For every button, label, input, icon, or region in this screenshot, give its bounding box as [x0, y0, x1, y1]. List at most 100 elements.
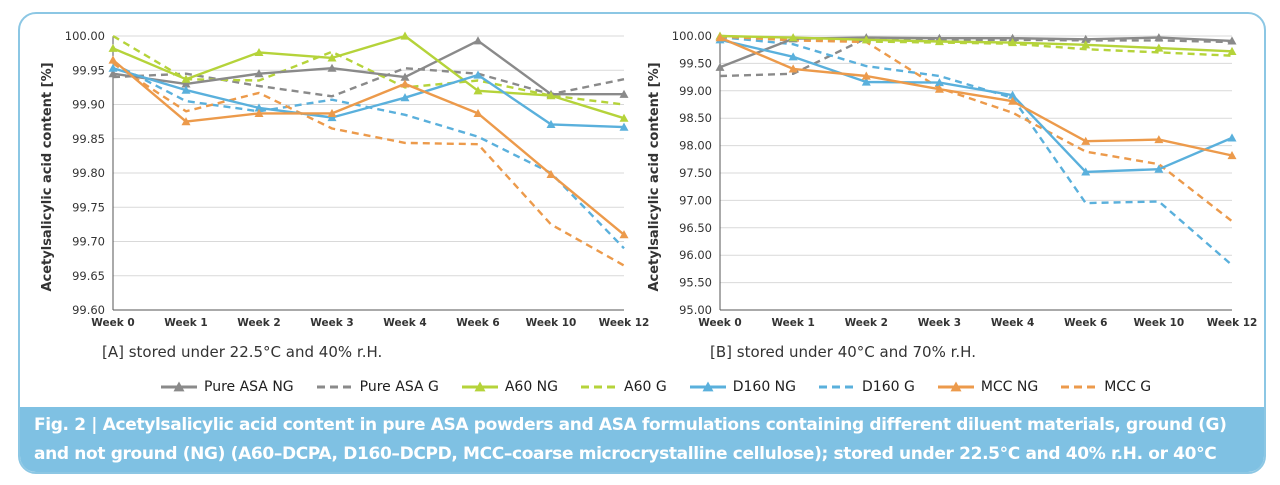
x-tick-label: Week 2: [845, 317, 888, 329]
data-point-d160-ng: [1154, 164, 1164, 173]
series-line-mcc-g: [112, 62, 625, 267]
y-tick-label: 99.70: [72, 235, 105, 249]
x-tick-label: Week 10: [526, 317, 577, 329]
series-line-d160-g: [719, 35, 1233, 267]
y-tick-label: 100.00: [672, 29, 712, 43]
legend-swatch: [161, 381, 197, 392]
charts-canvas: 99.60 99.65 99.70 99.75 99.80 99.85 99.90 99.95…: [40, 29, 1257, 361]
data-point-d160-ng: [473, 70, 483, 79]
data-point-d160-ng: [934, 78, 944, 87]
series-line-a60-ng: [719, 34, 1233, 53]
data-point-mcc-ng: [1081, 136, 1091, 145]
data-point-mcc-ng: [715, 33, 725, 42]
data-point-mcc-ng: [1008, 96, 1018, 105]
data-point-a60-ng: [181, 74, 191, 83]
y-tick-label: 100.00: [65, 29, 105, 43]
x-tick-label: Week 6: [456, 317, 499, 329]
data-point-a60-ng: [861, 35, 871, 44]
series-line-a60-g: [112, 34, 625, 106]
data-point-a60-ng: [108, 43, 118, 52]
x-tick-label: Week 3: [310, 317, 353, 329]
data-point-a60-ng: [473, 86, 483, 95]
series-line-a60-ng: [112, 34, 625, 120]
data-point-d160-ng: [546, 119, 556, 128]
legend-item-d160-ng: D160 NG: [689, 379, 796, 395]
data-point-d160-ng: [1081, 167, 1091, 176]
panel-label: [B] stored under 40°C and 70% r.H.: [710, 343, 976, 361]
x-tick-label: Week 0: [91, 317, 134, 329]
x-tick-label: Week 12: [1207, 317, 1258, 329]
legend-label: Pure ASA G: [359, 379, 439, 395]
data-point-pure-ng: [254, 69, 264, 78]
legend-swatch: [461, 381, 498, 392]
data-point-pure-ng: [108, 69, 118, 78]
data-point-d160-ng: [861, 77, 871, 86]
legend-item-a60-ng: A60 NG: [461, 379, 558, 395]
data-point-pure-ng: [1154, 33, 1164, 42]
y-tick-label: 99.00: [679, 84, 712, 98]
y-tick-label: 98.00: [679, 139, 712, 153]
y-tick-label: 99.85: [72, 132, 105, 146]
data-point-a60-ng: [619, 113, 629, 122]
caption-text: Acetylsalicylic acid content in pure ASA…: [34, 415, 1227, 464]
caption-label: Fig. 2 |: [34, 415, 98, 435]
data-point-a60-ng: [254, 47, 264, 57]
legend-swatch: [937, 381, 974, 392]
data-point-mcc-ng: [400, 79, 410, 88]
x-tick-label: Week 0: [698, 317, 741, 329]
data-point-a60-ng: [400, 31, 410, 40]
data-point-d160-ng: [1227, 133, 1237, 142]
y-tick-label: 96.00: [679, 248, 712, 262]
series-line-mcc-ng: [112, 59, 625, 236]
data-point-pure-ng: [400, 72, 410, 81]
legend: Pure ASA NG Pure ASA G A60 NG A60 G D160 NG D…: [160, 375, 1151, 399]
data-point-mcc-ng: [546, 169, 556, 178]
chart-panel-a: 99.60 99.65 99.70 99.75 99.80 99.85 99.90 99.95…: [40, 29, 649, 361]
series-line-d160-ng: [719, 38, 1233, 174]
x-tick-label: Week 1: [771, 317, 814, 329]
series-line-pure-ng: [112, 39, 624, 96]
legend-swatch: [316, 385, 353, 389]
legend-label: A60 NG: [504, 379, 559, 395]
data-point-pure-ng: [473, 36, 483, 45]
data-point-mcc-ng: [254, 108, 264, 118]
legend-swatch: [819, 385, 855, 389]
figure-caption: Fig. 2 | Acetylsalicylic acid content in…: [20, 407, 1264, 472]
legend-label: D160 G: [862, 379, 915, 395]
data-point-a60-ng: [1081, 40, 1091, 49]
data-point-d160-ng: [254, 103, 264, 112]
y-tick-label: 96.50: [679, 221, 712, 235]
x-tick-label: Week 12: [599, 317, 650, 329]
x-tick-label: Week 10: [1134, 317, 1185, 329]
data-point-pure-ng: [619, 89, 629, 98]
y-tick-label: 99.65: [72, 269, 105, 283]
data-point-d160-ng: [327, 113, 337, 122]
data-point-mcc-ng: [934, 84, 944, 93]
series-line-mcc-ng: [719, 36, 1233, 157]
data-point-a60-ng: [546, 91, 556, 100]
legend-item-pure-g: Pure ASA G: [316, 379, 439, 395]
y-tick-label: 97.50: [679, 166, 712, 180]
data-point-mcc-ng: [1227, 150, 1237, 160]
data-point-mcc-ng: [861, 71, 871, 80]
data-point-d160-ng: [400, 93, 410, 102]
panel-label: [A] stored under 22.5°C and 40% r.H.: [102, 343, 382, 361]
series-line-mcc-g: [719, 35, 1233, 223]
legend-swatch: [581, 385, 618, 389]
data-point-pure-ng: [1008, 33, 1018, 42]
data-point-pure-ng: [715, 62, 725, 71]
data-point-d160-ng: [619, 122, 629, 131]
y-tick-label: 99.80: [72, 166, 105, 180]
x-tick-label: Week 3: [918, 317, 961, 329]
data-point-d160-ng: [181, 85, 191, 94]
chart-panel-b: 95.00 95.50 96.00 96.50 97.00 97.50 98.00 98.50…: [647, 29, 1257, 361]
legend-label: MCC G: [1104, 379, 1152, 395]
data-point-mcc-ng: [473, 108, 483, 118]
legend-label: Pure ASA NG: [204, 379, 294, 395]
legend-label: MCC NG: [980, 379, 1039, 395]
y-tick-label: 99.75: [72, 200, 105, 214]
y-tick-label: 99.95: [72, 63, 105, 77]
y-tick-label: 99.90: [72, 98, 105, 112]
data-point-mcc-ng: [181, 117, 191, 126]
legend-item-a60-g: A60 G: [580, 379, 667, 395]
